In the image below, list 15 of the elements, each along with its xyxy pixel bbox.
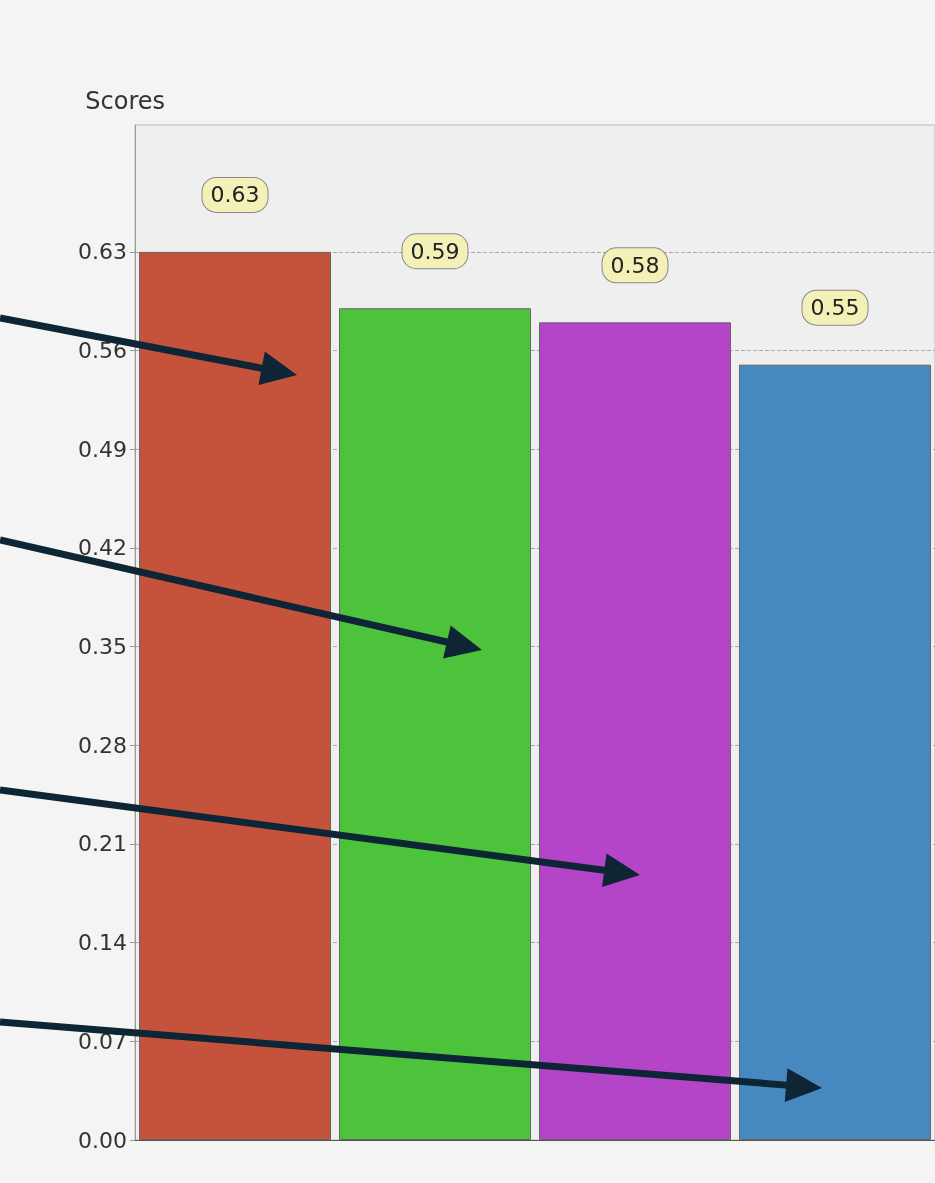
y-tick-label: 0.00 bbox=[78, 1127, 127, 1153]
y-tick-label: 0.28 bbox=[78, 732, 127, 758]
y-tick-label: 0.63 bbox=[78, 239, 127, 265]
y-tick-label: 0.35 bbox=[78, 634, 127, 660]
y-axis-title: Scores bbox=[85, 87, 165, 115]
y-tick-label: 0.49 bbox=[78, 436, 127, 462]
data-label: 0.58 bbox=[610, 252, 660, 278]
data-label: 0.63 bbox=[210, 182, 260, 208]
data-label: 0.55 bbox=[810, 295, 860, 321]
data-label: 0.59 bbox=[410, 238, 460, 264]
y-tick-label: 0.21 bbox=[78, 831, 127, 857]
y-tick-label: 0.42 bbox=[78, 535, 127, 561]
y-tick-label: 0.14 bbox=[78, 930, 127, 956]
bar bbox=[739, 364, 931, 1140]
bar bbox=[539, 322, 731, 1140]
